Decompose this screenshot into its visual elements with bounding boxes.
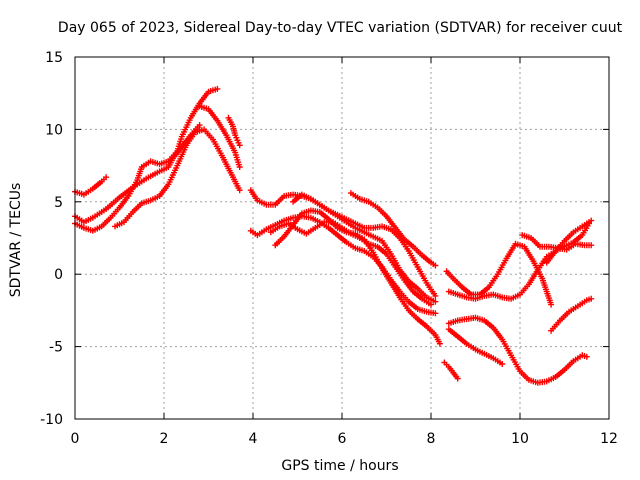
series-trace-s bbox=[548, 295, 595, 334]
series-trace-c bbox=[72, 85, 221, 234]
x-tick-label: 4 bbox=[249, 431, 258, 447]
x-axis-label: GPS time / hours bbox=[281, 458, 398, 474]
y-tick-label: -10 bbox=[40, 412, 63, 428]
y-tick-label: 0 bbox=[54, 267, 63, 283]
chart-title: Day 065 of 2023, Sidereal Day-to-day VTE… bbox=[58, 20, 623, 36]
series-markers bbox=[548, 295, 595, 334]
grid-lines bbox=[75, 57, 609, 419]
x-tick-label: 0 bbox=[71, 431, 80, 447]
series-trace-l bbox=[347, 190, 439, 269]
series-trace-o bbox=[445, 314, 590, 386]
x-tick-label: 10 bbox=[511, 431, 529, 447]
series-markers bbox=[225, 114, 243, 149]
series-trace-t bbox=[543, 217, 595, 266]
series-markers bbox=[112, 126, 243, 230]
series-markers bbox=[72, 174, 110, 198]
series-markers bbox=[347, 190, 439, 269]
y-tick-label: 15 bbox=[45, 50, 63, 66]
series-trace-e bbox=[196, 103, 243, 170]
series-markers bbox=[196, 103, 243, 170]
series-trace-d bbox=[112, 126, 243, 230]
series-markers bbox=[543, 217, 595, 266]
series-trace-j bbox=[267, 219, 434, 308]
series-trace-f bbox=[225, 114, 243, 149]
data-series bbox=[72, 85, 595, 386]
series-markers bbox=[290, 191, 439, 305]
series-markers bbox=[445, 314, 590, 386]
plot-frame bbox=[74, 56, 610, 420]
y-tick-label: 10 bbox=[45, 122, 63, 138]
series-trace-a bbox=[72, 174, 110, 198]
x-tick-label: 6 bbox=[338, 431, 347, 447]
x-tick-label: 2 bbox=[160, 431, 169, 447]
series-markers bbox=[267, 219, 434, 308]
series-trace-p bbox=[445, 326, 506, 367]
y-tick-label: 5 bbox=[54, 195, 63, 211]
x-tick-label: 8 bbox=[427, 431, 436, 447]
y-axis-label: SDTVAR / TECUs bbox=[8, 183, 24, 298]
series-markers bbox=[445, 326, 506, 367]
series-trace-q bbox=[441, 359, 461, 382]
x-tick-label: 12 bbox=[600, 431, 618, 447]
y-tick-label: -5 bbox=[49, 340, 63, 356]
series-trace-k bbox=[290, 191, 439, 305]
series-markers bbox=[72, 85, 221, 234]
axis-ticks: 0 2 4 6 8 10 12 -10 -5 0 5 10 15 bbox=[40, 50, 618, 447]
series-markers bbox=[441, 359, 461, 382]
